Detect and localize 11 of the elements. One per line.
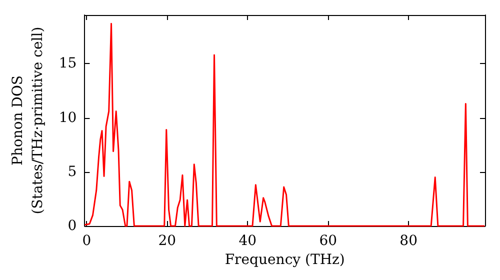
x-tick-label: 20 — [158, 233, 176, 249]
y-tick-label: 5 — [68, 164, 77, 180]
y-tick-label: 10 — [58, 110, 77, 126]
x-tick-label: 0 — [82, 233, 92, 249]
y-axis-title: Phonon DOS (States/THz·primitive cell) — [10, 26, 46, 214]
x-tick-label: 80 — [400, 233, 418, 249]
x-tick-label: 40 — [238, 233, 257, 249]
x-tick-label: 60 — [319, 233, 338, 249]
y-tick-label: 15 — [58, 56, 77, 72]
x-axis-title: Frequency (THz) — [224, 252, 345, 268]
y-tick-label: 0 — [68, 218, 77, 234]
